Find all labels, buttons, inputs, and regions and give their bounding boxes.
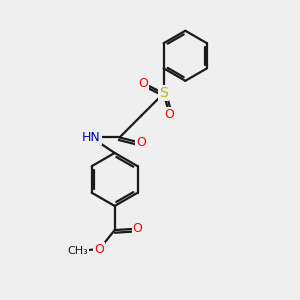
Text: HN: HN	[82, 131, 101, 144]
Text: O: O	[165, 108, 175, 121]
Text: CH₃: CH₃	[68, 246, 88, 256]
Text: O: O	[138, 76, 148, 89]
Text: O: O	[94, 243, 104, 256]
Text: S: S	[159, 86, 168, 100]
Text: O: O	[133, 222, 142, 235]
Text: O: O	[136, 136, 146, 149]
